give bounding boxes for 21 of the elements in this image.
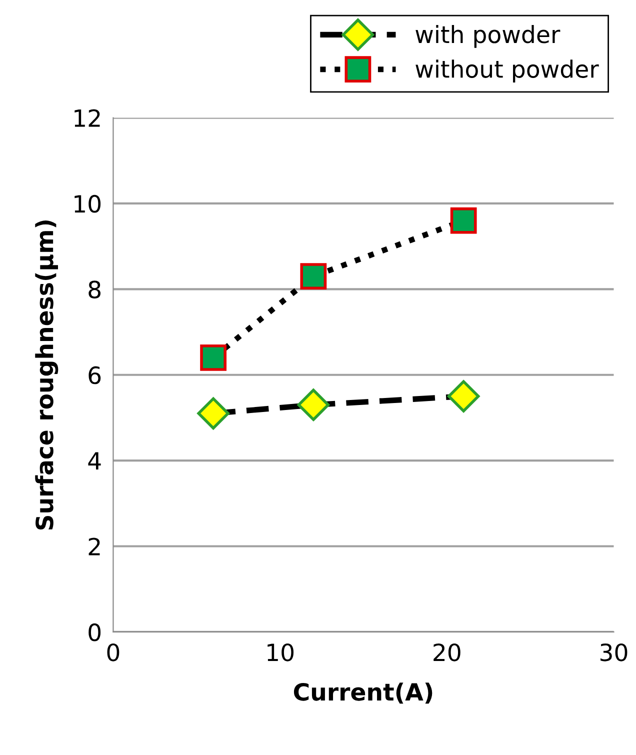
x-tick-label: 0 — [107, 643, 120, 662]
y-tick-label: 0 — [88, 623, 101, 642]
x-tick-label: 20 — [434, 643, 460, 662]
x-axis-title: Current(A) — [294, 682, 432, 704]
y-tick-label: 10 — [74, 194, 101, 213]
y-axis-title: Surface roughness(μm) — [35, 220, 58, 530]
point — [300, 263, 327, 290]
point — [197, 397, 230, 430]
legend-label: with powder — [416, 25, 560, 48]
x-tick-label: 10 — [268, 643, 294, 662]
point — [200, 344, 227, 371]
y-tick-label: 2 — [88, 538, 100, 556]
point — [450, 207, 477, 234]
y-tick-label: 8 — [88, 280, 100, 298]
x-tick-label: 30 — [600, 643, 628, 662]
point — [297, 388, 330, 421]
y-tick-label: 6 — [88, 366, 101, 384]
y-tick-label: 12 — [74, 109, 100, 127]
point — [447, 380, 480, 412]
y-tick-label: 4 — [88, 452, 101, 470]
legend-label: without powder — [416, 60, 599, 83]
